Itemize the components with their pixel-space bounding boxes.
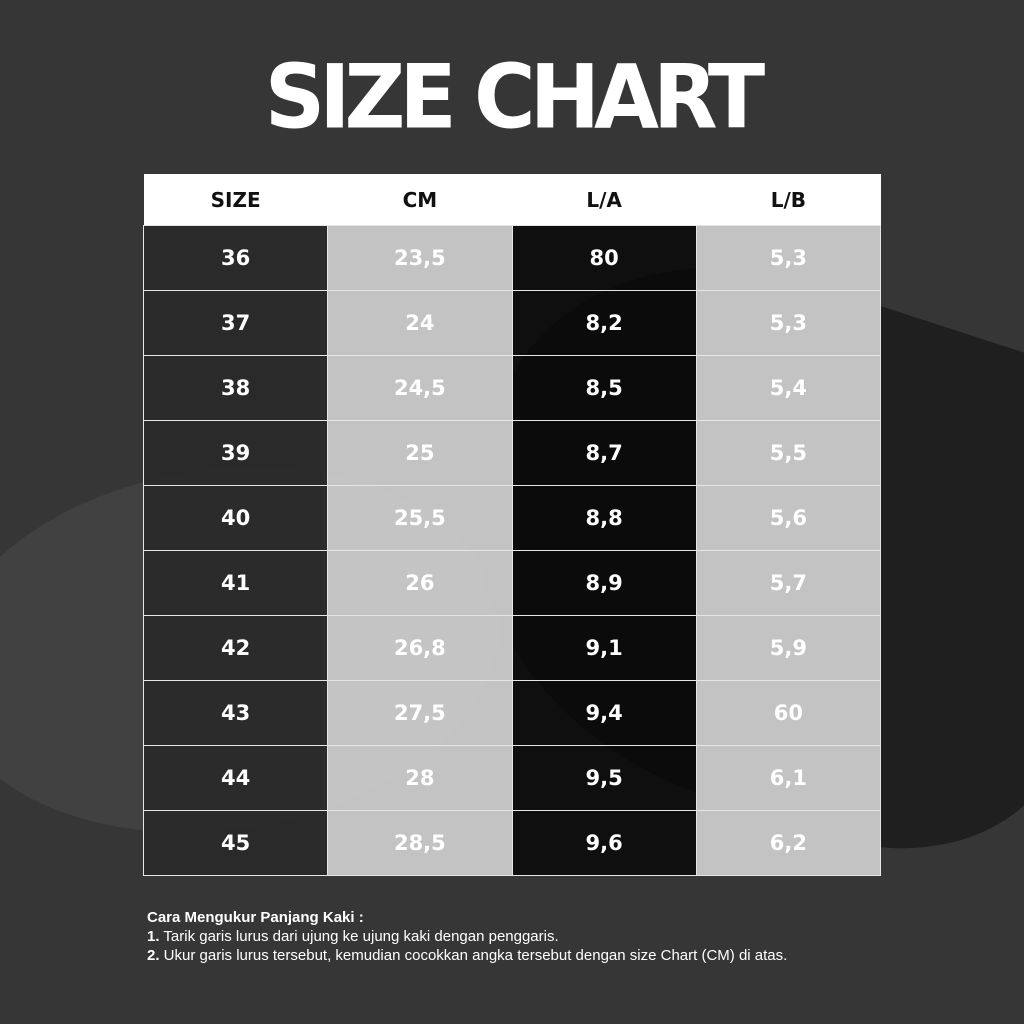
table-cell: 8,2 xyxy=(511,290,697,356)
instruction-step: 1. Tarik garis lurus dari ujung ke ujung… xyxy=(147,928,559,945)
size-table: SIZE CM L/A L/B 36 23,5 80 5,3 37 24 8,2 5,3 38 24,5… xyxy=(142,174,882,876)
table-cell: 37 xyxy=(142,290,329,356)
instructions-heading: Cara Mengukur Panjang Kaki : xyxy=(147,909,364,926)
table-cell: 39 xyxy=(142,420,329,486)
table-cell: 23,5 xyxy=(327,225,513,291)
table-cell: 60 xyxy=(695,680,882,746)
table-cell: 42 xyxy=(142,615,329,681)
table-cell: 28,5 xyxy=(327,810,513,876)
table-cell: 8,5 xyxy=(511,355,697,421)
table-cell: 24 xyxy=(327,290,513,356)
table-cell: 5,3 xyxy=(695,290,882,356)
table-cell: 8,8 xyxy=(511,485,697,551)
column-header: CM xyxy=(327,174,512,226)
measuring-instructions: Cara Mengukur Panjang Kaki : 1. Tarik ga… xyxy=(147,908,787,965)
table-row: 41 26 8,9 5,7 xyxy=(142,550,882,616)
table-row: 39 25 8,7 5,5 xyxy=(142,420,882,486)
table-cell: 5,4 xyxy=(695,355,882,421)
table-cell: 45 xyxy=(142,810,329,876)
table-row: 37 24 8,2 5,3 xyxy=(142,290,882,356)
table-cell: 9,4 xyxy=(511,680,697,746)
table-cell: 26 xyxy=(327,550,513,616)
table-cell: 27,5 xyxy=(327,680,513,746)
table-cell: 80 xyxy=(511,225,697,291)
table-cell: 40 xyxy=(142,485,329,551)
table-cell: 5,7 xyxy=(695,550,882,616)
table-row: 40 25,5 8,8 5,6 xyxy=(142,485,882,551)
table-cell: 5,6 xyxy=(695,485,882,551)
column-header: SIZE xyxy=(143,174,328,226)
table-cell: 6,2 xyxy=(695,810,882,876)
column-header: L/B xyxy=(696,174,881,226)
table-row: 45 28,5 9,6 6,2 xyxy=(142,810,882,876)
table-cell: 8,7 xyxy=(511,420,697,486)
table-cell: 5,3 xyxy=(695,225,882,291)
table-cell: 9,6 xyxy=(511,810,697,876)
table-row: 38 24,5 8,5 5,4 xyxy=(142,355,882,421)
table-cell: 38 xyxy=(142,355,329,421)
table-cell: 9,1 xyxy=(511,615,697,681)
table-row: 43 27,5 9,4 60 xyxy=(142,680,882,746)
table-cell: 43 xyxy=(142,680,329,746)
table-cell: 6,1 xyxy=(695,745,882,811)
table-cell: 25 xyxy=(327,420,513,486)
table-row: 42 26,8 9,1 5,9 xyxy=(142,615,882,681)
table-cell: 25,5 xyxy=(327,485,513,551)
column-header: L/A xyxy=(512,174,697,226)
table-header-row: SIZE CM L/A L/B xyxy=(143,174,881,226)
table-row: 44 28 9,5 6,1 xyxy=(142,745,882,811)
table-cell: 28 xyxy=(327,745,513,811)
table-cell: 26,8 xyxy=(327,615,513,681)
table-cell: 8,9 xyxy=(511,550,697,616)
table-cell: 36 xyxy=(142,225,329,291)
table-cell: 24,5 xyxy=(327,355,513,421)
table-cell: 9,5 xyxy=(511,745,697,811)
table-cell: 41 xyxy=(142,550,329,616)
table-row: 36 23,5 80 5,3 xyxy=(142,225,882,291)
table-cell: 5,9 xyxy=(695,615,882,681)
page-title: SIZE CHART xyxy=(264,45,765,149)
table-cell: 44 xyxy=(142,745,329,811)
instruction-step: 2. Ukur garis lurus tersebut, kemudian c… xyxy=(147,947,788,964)
table-cell: 5,5 xyxy=(695,420,882,486)
